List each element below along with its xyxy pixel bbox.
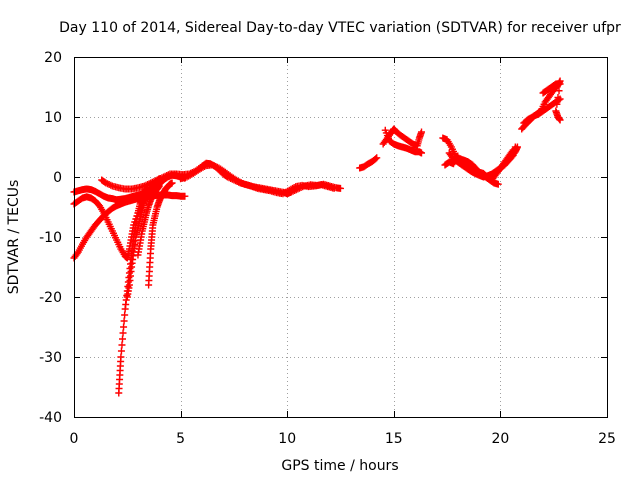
- data-point: [120, 317, 128, 325]
- chart-title: Day 110 of 2014, Sidereal Day-to-day VTE…: [59, 20, 621, 36]
- y-tick-label: 0: [53, 170, 62, 186]
- data-point: [234, 177, 242, 185]
- y-tick-label: -10: [39, 230, 62, 246]
- data-point: [513, 143, 521, 151]
- data-point: [372, 155, 380, 163]
- x-tick-label: 0: [70, 431, 79, 447]
- data-point: [418, 149, 426, 157]
- data-point: [239, 179, 247, 187]
- data-point: [554, 94, 562, 101]
- data-point: [556, 116, 564, 124]
- data-point: [168, 179, 176, 187]
- data-point: [105, 181, 113, 188]
- axis-ticks: 0 5 10 15 20 25 -40 -30 -20 -10 0 10 20: [39, 50, 616, 447]
- y-tick-label: 10: [44, 110, 62, 126]
- data-point: [209, 161, 217, 169]
- data-point: [237, 179, 245, 187]
- data-point: [555, 87, 563, 95]
- data-point: [160, 173, 168, 181]
- x-axis-title: GPS time / hours: [281, 458, 398, 474]
- data-point: [118, 341, 126, 349]
- data-point: [117, 347, 125, 355]
- data-points: [70, 77, 564, 397]
- data-point: [556, 80, 564, 88]
- data-point: [104, 180, 112, 188]
- data-point: [236, 178, 244, 186]
- data-point: [102, 179, 110, 187]
- series-track-i: [134, 182, 163, 259]
- series-track-g: [123, 175, 163, 301]
- y-axis-title: SDTVAR / TECUs: [6, 180, 22, 295]
- data-point: [418, 128, 426, 136]
- data-point: [119, 335, 127, 343]
- y-tick-label: -40: [39, 410, 62, 426]
- data-point: [155, 182, 163, 190]
- data-point: [121, 311, 129, 319]
- data-point: [290, 184, 298, 191]
- data-point: [120, 323, 128, 331]
- data-point: [553, 100, 561, 108]
- data-point: [163, 172, 171, 179]
- series-track-p: [486, 143, 521, 181]
- data-point: [117, 353, 125, 361]
- y-tick-label: -30: [39, 350, 62, 366]
- data-point: [119, 329, 127, 337]
- series-track-k: [379, 125, 426, 150]
- data-point: [330, 184, 338, 192]
- data-point: [161, 172, 169, 180]
- data-point: [494, 180, 502, 188]
- x-tick-label: 15: [385, 431, 403, 447]
- x-tick-label: 25: [598, 431, 616, 447]
- series-track-e: [177, 161, 338, 198]
- data-point: [181, 192, 189, 200]
- x-tick-label: 5: [176, 431, 185, 447]
- data-point: [164, 171, 172, 179]
- series-track-s: [539, 80, 564, 124]
- data-point: [212, 163, 220, 170]
- series-track-j: [356, 154, 381, 172]
- y-tick-label: -20: [39, 290, 62, 306]
- series-track-h: [145, 179, 176, 289]
- series-track-l: [381, 126, 426, 157]
- data-point: [210, 162, 218, 170]
- data-point: [337, 184, 344, 192]
- x-tick-label: 10: [278, 431, 296, 447]
- x-tick-label: 20: [491, 431, 509, 447]
- data-point: [107, 181, 115, 189]
- y-tick-label: 20: [44, 50, 62, 66]
- series-track-r: [520, 77, 564, 127]
- data-point: [373, 154, 381, 162]
- data-point: [155, 175, 163, 183]
- data-point: [201, 163, 209, 170]
